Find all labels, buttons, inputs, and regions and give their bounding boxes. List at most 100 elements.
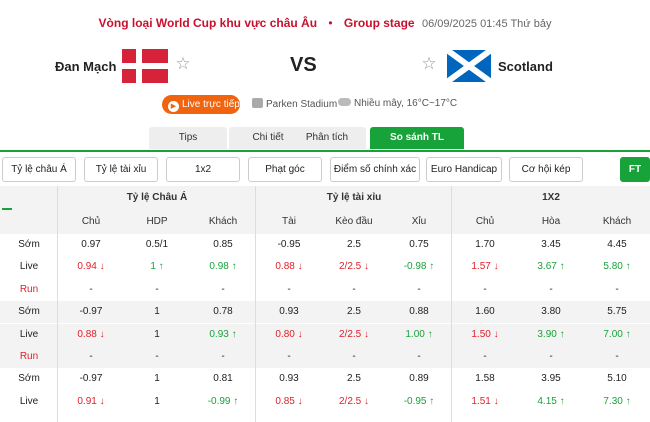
odds-cell[interactable]: 0.85 ↓: [275, 395, 303, 407]
odds-cell[interactable]: -0.97: [79, 373, 103, 385]
filter-full-time[interactable]: FT: [620, 157, 650, 182]
odds-cell[interactable]: 0.88 ↓: [77, 328, 105, 340]
odds-cell[interactable]: 1: [154, 373, 160, 385]
odds-cell[interactable]: 4.15 ↑: [537, 395, 565, 407]
odds-cell[interactable]: 0.94 ↓: [77, 261, 105, 273]
odds-cell[interactable]: -0.98 ↑: [403, 261, 435, 273]
odds-cell[interactable]: 0.88: [409, 306, 429, 318]
odds-cell[interactable]: 2.5: [347, 373, 361, 385]
filter-asian-handicap[interactable]: Tỷ lệ châu Á: [2, 157, 76, 182]
odds-cell[interactable]: 7.30 ↑: [603, 395, 631, 407]
odds-cell[interactable]: 0.93: [279, 373, 299, 385]
odds-cell[interactable]: -: [287, 351, 291, 362]
odds-cell[interactable]: 2/2.5 ↓: [338, 261, 370, 273]
odds-cell[interactable]: 0.91 ↓: [77, 395, 105, 407]
odds-cell[interactable]: -: [483, 351, 487, 362]
filter-euro-handicap[interactable]: Euro Handicap: [426, 157, 502, 182]
odds-cell[interactable]: -: [221, 351, 225, 362]
away-team-name[interactable]: Scotland: [498, 59, 553, 74]
odds-cell[interactable]: 0.80 ↓: [275, 328, 303, 340]
odds-cell[interactable]: 1.51 ↓: [471, 395, 499, 407]
odds-cell[interactable]: 1: [154, 306, 160, 318]
odds-cell[interactable]: 3.67 ↑: [537, 261, 565, 273]
odds-cell[interactable]: 2.5: [347, 239, 361, 250]
odds-cell[interactable]: -0.95: [277, 239, 301, 250]
home-team-name[interactable]: Đan Mạch: [55, 59, 117, 74]
odds-cell[interactable]: 0.5/1: [145, 239, 169, 250]
competition-name[interactable]: Vòng loại World Cup khu vực châu Âu: [98, 16, 318, 30]
odds-cell[interactable]: 0.89: [409, 373, 429, 385]
tab-tips[interactable]: Tips: [149, 127, 227, 149]
odds-cell[interactable]: 1.50 ↓: [471, 328, 499, 340]
odds-cell[interactable]: 1: [154, 328, 160, 340]
odds-cell[interactable]: 0.93 ↑: [209, 328, 237, 340]
odds-cell[interactable]: 0.93: [279, 306, 299, 318]
live-stream-button[interactable]: ▶ Live trực tiếp: [162, 95, 240, 114]
odds-cell[interactable]: 1.58: [475, 373, 495, 385]
odds-cell[interactable]: 1.57 ↓: [471, 261, 499, 273]
odds-cell[interactable]: 1: [154, 395, 160, 407]
row-label: Live: [19, 261, 39, 273]
table-row: Run - - - - - - - - -: [0, 346, 650, 368]
odds-cell[interactable]: 1 ↑: [150, 261, 164, 273]
odds-cell[interactable]: -: [287, 283, 291, 295]
odds-cell[interactable]: -: [155, 351, 159, 362]
odds-cell[interactable]: 1.00 ↑: [405, 328, 433, 340]
col-1x2-away: Khách: [602, 216, 632, 227]
odds-cell[interactable]: 5.10: [607, 373, 627, 385]
odds-cell[interactable]: 1.60: [475, 306, 495, 318]
odds-cell[interactable]: -: [89, 283, 93, 295]
odds-cell[interactable]: 2/2.5 ↓: [338, 395, 370, 407]
weather-text: Nhiều mây, 16°C~17°C: [354, 98, 458, 109]
odds-cell[interactable]: 0.75: [409, 239, 429, 250]
odds-cell[interactable]: -: [221, 283, 225, 295]
stadium-icon: [252, 98, 263, 108]
odds-cell[interactable]: -: [352, 283, 356, 295]
odds-cell[interactable]: -: [549, 283, 553, 295]
odds-cell[interactable]: 3.95: [541, 373, 561, 385]
odds-cell[interactable]: 3.90 ↑: [537, 328, 565, 340]
odds-cell[interactable]: -: [615, 351, 619, 362]
filter-correct-score[interactable]: Điểm số chính xác: [330, 157, 420, 182]
favorite-home-star-icon[interactable]: ☆: [175, 54, 191, 73]
odds-cell[interactable]: 4.45: [607, 239, 627, 250]
odds-cell[interactable]: -: [483, 283, 487, 295]
filter-corners[interactable]: Phạt góc: [248, 157, 322, 182]
row-label: Live: [19, 395, 39, 407]
odds-cell[interactable]: -0.97: [79, 306, 103, 318]
odds-cell[interactable]: 1.70: [475, 239, 495, 250]
filter-1x2[interactable]: 1x2: [166, 157, 240, 182]
odds-cell[interactable]: 3.80: [541, 306, 561, 318]
tab-odds-comparison[interactable]: So sánh TL: [370, 127, 464, 149]
odds-cell[interactable]: 2.5: [347, 306, 361, 318]
odds-cell[interactable]: 0.81: [213, 373, 233, 385]
stage-name: Group stage: [343, 16, 415, 30]
odds-cell[interactable]: 3.45: [541, 239, 561, 250]
odds-cell[interactable]: 5.75: [607, 306, 627, 318]
odds-cell[interactable]: -: [549, 351, 553, 362]
odds-cell[interactable]: -: [417, 351, 421, 362]
odds-cell[interactable]: 2/2.5 ↓: [338, 328, 370, 340]
odds-cell[interactable]: -0.95 ↑: [403, 395, 435, 407]
odds-cell[interactable]: 0.78: [213, 306, 233, 318]
odds-cell[interactable]: 0.88 ↓: [275, 261, 303, 273]
odds-cell[interactable]: 7.00 ↑: [603, 328, 631, 340]
odds-cell[interactable]: -: [417, 283, 421, 295]
odds-cell[interactable]: -: [615, 283, 619, 295]
odds-cell[interactable]: 0.98 ↑: [209, 261, 237, 273]
table-row: Sớm 0.97 0.5/1 0.85 -0.95 2.5 0.75 1.70 3.45 4.45: [0, 234, 650, 256]
odds-cell[interactable]: 0.85: [213, 239, 233, 250]
column-divider: [255, 186, 256, 422]
odds-cell[interactable]: -: [155, 283, 159, 295]
row-label: Sớm: [18, 239, 40, 250]
tab-details[interactable]: Chi tiết: [229, 127, 307, 149]
tab-analysis[interactable]: Phân tích: [288, 127, 366, 149]
odds-cell[interactable]: -: [352, 351, 356, 362]
filter-over-under[interactable]: Tỷ lệ tài xỉu: [84, 157, 158, 182]
odds-cell[interactable]: 0.97: [81, 239, 101, 250]
filter-double-chance[interactable]: Cơ hội kép: [509, 157, 583, 182]
odds-cell[interactable]: -0.99 ↑: [207, 395, 239, 407]
odds-cell[interactable]: -: [89, 351, 93, 362]
odds-cell[interactable]: 5.80 ↑: [603, 261, 631, 273]
favorite-away-star-icon[interactable]: ☆: [421, 54, 437, 73]
